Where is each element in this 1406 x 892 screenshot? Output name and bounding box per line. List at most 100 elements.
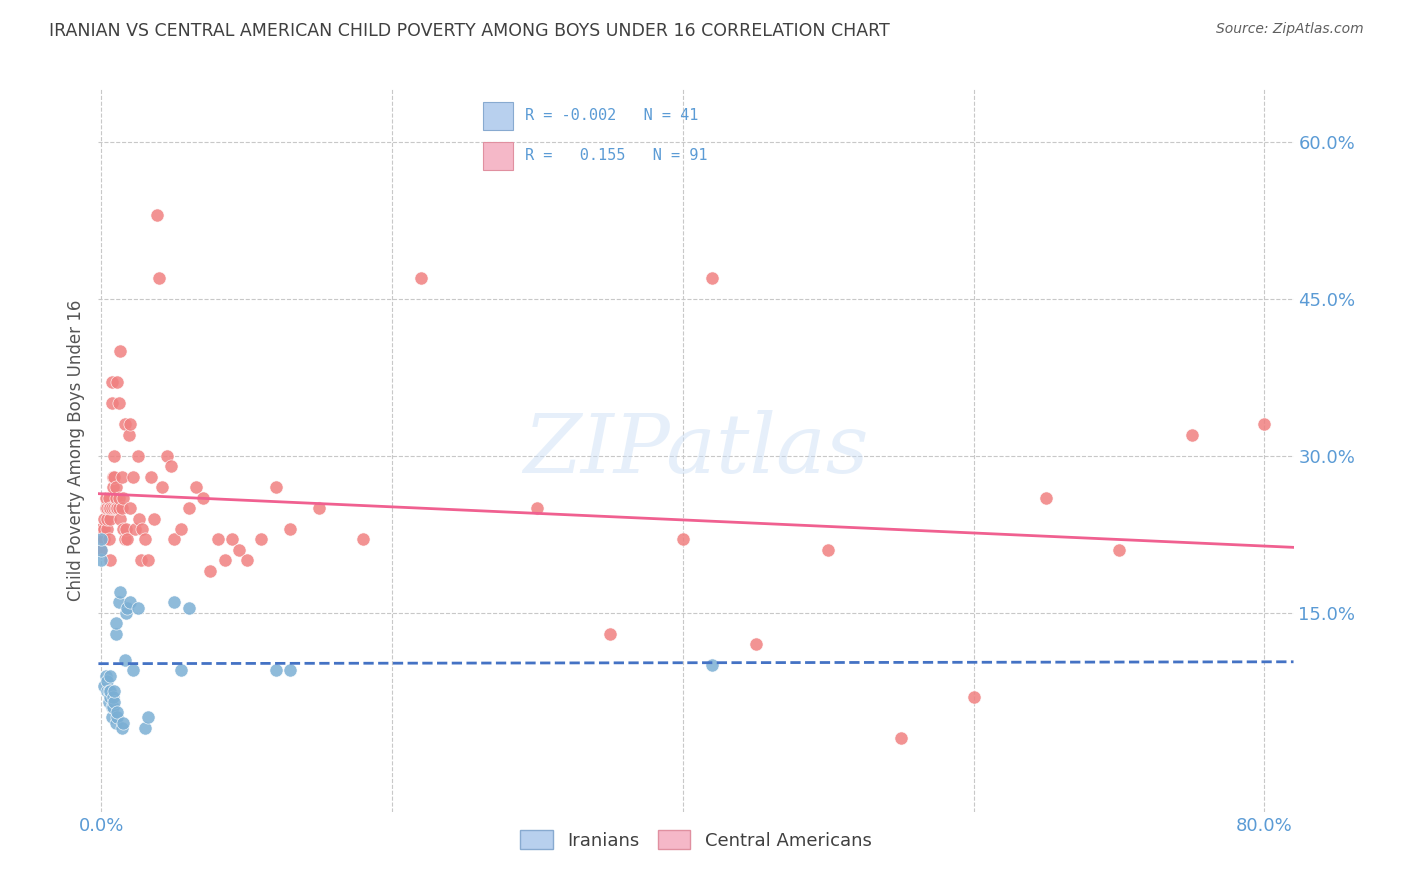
Point xyxy=(100,710,122,724)
Point xyxy=(599,626,621,640)
Point xyxy=(104,491,127,505)
Point xyxy=(117,533,139,547)
Point xyxy=(120,417,142,432)
Point xyxy=(112,491,135,505)
Point xyxy=(114,533,136,547)
Point xyxy=(184,480,207,494)
Legend: Iranians, Central Americans: Iranians, Central Americans xyxy=(513,823,879,857)
Point xyxy=(104,480,127,494)
Point xyxy=(101,480,124,494)
Point xyxy=(97,533,120,547)
Point xyxy=(127,600,149,615)
Point xyxy=(98,668,121,682)
Point xyxy=(94,491,117,505)
Point xyxy=(170,664,193,678)
Point xyxy=(94,501,117,516)
Point xyxy=(94,668,117,682)
Point xyxy=(890,731,912,746)
Point xyxy=(97,501,120,516)
Point xyxy=(129,553,152,567)
Point xyxy=(700,658,723,673)
Point xyxy=(235,553,257,567)
Point xyxy=(177,600,200,615)
Point xyxy=(103,469,125,483)
Point xyxy=(101,700,124,714)
Point xyxy=(98,553,121,567)
Point xyxy=(963,690,986,704)
Point xyxy=(160,459,183,474)
Point xyxy=(124,522,146,536)
Point xyxy=(250,533,273,547)
Point xyxy=(352,533,374,547)
Point xyxy=(131,522,153,536)
Point xyxy=(97,695,120,709)
Point xyxy=(150,480,173,494)
Point xyxy=(105,376,128,390)
Point xyxy=(111,721,134,735)
Point xyxy=(145,208,167,222)
Point xyxy=(264,480,287,494)
Point xyxy=(128,511,150,525)
Point xyxy=(148,270,170,285)
Point xyxy=(96,501,118,516)
Point xyxy=(98,511,121,525)
Point xyxy=(139,469,162,483)
Point xyxy=(107,595,129,609)
Point xyxy=(90,533,112,547)
Point xyxy=(93,533,115,547)
Point xyxy=(93,522,115,536)
Point xyxy=(278,664,301,678)
FancyBboxPatch shape xyxy=(484,142,513,169)
Point xyxy=(526,501,548,516)
Point xyxy=(104,616,127,631)
Point xyxy=(98,684,121,698)
Text: R =   0.155   N = 91: R = 0.155 N = 91 xyxy=(526,148,709,163)
Point xyxy=(90,543,112,558)
Text: Source: ZipAtlas.com: Source: ZipAtlas.com xyxy=(1216,22,1364,37)
Point xyxy=(142,511,165,525)
Point xyxy=(114,417,136,432)
Point xyxy=(101,690,124,704)
Point xyxy=(115,606,138,620)
Point xyxy=(278,522,301,536)
Point xyxy=(200,564,222,578)
Point xyxy=(228,543,250,558)
Point xyxy=(120,595,142,609)
Point xyxy=(817,543,839,558)
Point xyxy=(134,533,156,547)
Point xyxy=(112,715,135,730)
Point xyxy=(156,449,179,463)
Point xyxy=(103,684,125,698)
Point xyxy=(120,501,142,516)
Point xyxy=(136,710,159,724)
Point xyxy=(103,695,125,709)
Point xyxy=(90,522,112,536)
Point xyxy=(103,449,125,463)
Point xyxy=(96,522,118,536)
Point xyxy=(207,533,229,547)
Text: ZIPatlas: ZIPatlas xyxy=(523,410,869,491)
Point xyxy=(100,700,122,714)
Point xyxy=(96,684,118,698)
Point xyxy=(90,533,112,547)
Point xyxy=(96,673,118,688)
Point xyxy=(191,491,214,505)
Point xyxy=(105,501,128,516)
Point xyxy=(97,684,120,698)
Point xyxy=(93,511,115,525)
Point xyxy=(103,501,125,516)
Point xyxy=(111,469,134,483)
Y-axis label: Child Poverty Among Boys Under 16: Child Poverty Among Boys Under 16 xyxy=(66,300,84,601)
Point xyxy=(100,396,122,410)
Point xyxy=(170,522,193,536)
Point xyxy=(118,427,141,442)
FancyBboxPatch shape xyxy=(484,103,513,130)
Point xyxy=(90,543,112,558)
Point xyxy=(264,664,287,678)
Point xyxy=(1035,491,1057,505)
Point xyxy=(100,376,122,390)
Point xyxy=(111,501,134,516)
Point xyxy=(98,690,121,704)
Point xyxy=(100,501,122,516)
Point xyxy=(115,522,138,536)
